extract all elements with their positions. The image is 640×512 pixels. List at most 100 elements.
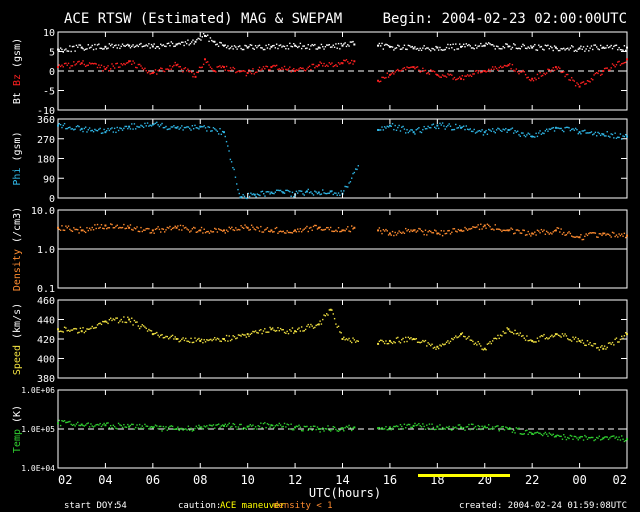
data-point — [518, 427, 520, 429]
data-point — [154, 332, 157, 335]
data-point — [572, 46, 574, 48]
data-point — [459, 229, 461, 232]
data-point — [519, 433, 522, 435]
data-point — [112, 131, 115, 133]
data-point — [516, 47, 519, 50]
data-point — [231, 226, 233, 229]
data-point — [191, 430, 194, 432]
data-point — [247, 192, 250, 195]
data-point — [282, 425, 284, 428]
data-point — [154, 69, 157, 71]
data-point — [286, 330, 288, 333]
data-point — [160, 67, 162, 69]
data-point — [242, 193, 244, 196]
data-point — [456, 127, 458, 129]
data-point — [271, 327, 274, 329]
data-point — [440, 124, 442, 126]
data-point — [181, 229, 183, 231]
data-point — [120, 227, 122, 229]
data-point — [427, 125, 429, 128]
data-point — [383, 77, 386, 79]
data-point — [323, 430, 325, 432]
data-point — [151, 333, 154, 336]
data-point — [332, 230, 334, 233]
data-point — [561, 48, 564, 50]
data-point — [217, 45, 220, 47]
data-point — [433, 346, 436, 349]
x-tick-label: 16 — [383, 473, 397, 487]
data-point — [391, 342, 394, 345]
data-point — [388, 426, 391, 429]
caution-label: caution: — [178, 501, 221, 511]
data-point — [622, 438, 624, 440]
data-point — [275, 329, 278, 332]
data-point — [294, 426, 297, 429]
data-point — [397, 425, 399, 428]
data-point — [351, 59, 353, 62]
data-point — [243, 334, 245, 336]
data-point — [241, 333, 244, 336]
data-point — [63, 122, 66, 125]
data-point — [84, 48, 87, 51]
data-point — [331, 46, 333, 48]
data-point — [570, 128, 573, 131]
data-point — [339, 63, 341, 65]
data-point — [266, 47, 269, 49]
data-point — [405, 48, 407, 50]
data-point — [95, 129, 97, 132]
data-point — [203, 58, 206, 61]
data-point — [609, 437, 611, 439]
data-point — [70, 128, 72, 130]
data-point — [169, 45, 171, 47]
data-point — [245, 45, 248, 47]
data-point — [531, 339, 534, 342]
data-point — [275, 189, 278, 191]
data-point — [469, 128, 471, 130]
data-point — [283, 422, 286, 425]
data-point — [123, 316, 125, 318]
data-point — [219, 127, 221, 130]
data-point — [560, 127, 562, 130]
data-point — [585, 344, 587, 347]
data-point — [621, 63, 623, 65]
data-point — [351, 341, 353, 344]
data-point — [69, 420, 71, 423]
data-point — [567, 73, 569, 76]
data-point — [349, 340, 352, 342]
data-point — [383, 44, 386, 46]
data-point — [67, 50, 70, 52]
data-point — [614, 44, 616, 47]
data-point — [506, 327, 508, 329]
data-point — [299, 67, 302, 69]
data-point — [542, 335, 544, 337]
data-point — [328, 309, 331, 311]
data-point — [554, 229, 557, 232]
data-point — [129, 128, 132, 130]
data-point — [505, 43, 507, 45]
data-point — [311, 429, 313, 431]
data-point — [524, 339, 527, 341]
data-point — [73, 129, 75, 131]
data-point — [485, 426, 487, 429]
y-tick-label: 90 — [43, 174, 55, 185]
data-point — [277, 327, 279, 329]
data-point — [220, 340, 223, 343]
data-point — [234, 176, 237, 178]
data-point — [244, 427, 246, 430]
data-point — [213, 40, 216, 43]
data-point — [258, 230, 261, 232]
data-point — [327, 192, 329, 194]
data-point — [106, 129, 108, 132]
data-point — [62, 229, 64, 231]
data-point — [408, 230, 411, 233]
data-point — [451, 47, 453, 49]
data-point — [606, 233, 608, 235]
data-point — [185, 126, 187, 129]
data-point — [67, 329, 70, 332]
data-point — [111, 319, 113, 322]
data-point — [414, 422, 416, 425]
data-point — [277, 68, 279, 71]
data-point — [240, 70, 242, 73]
data-point — [518, 230, 520, 232]
data-point — [179, 427, 182, 430]
